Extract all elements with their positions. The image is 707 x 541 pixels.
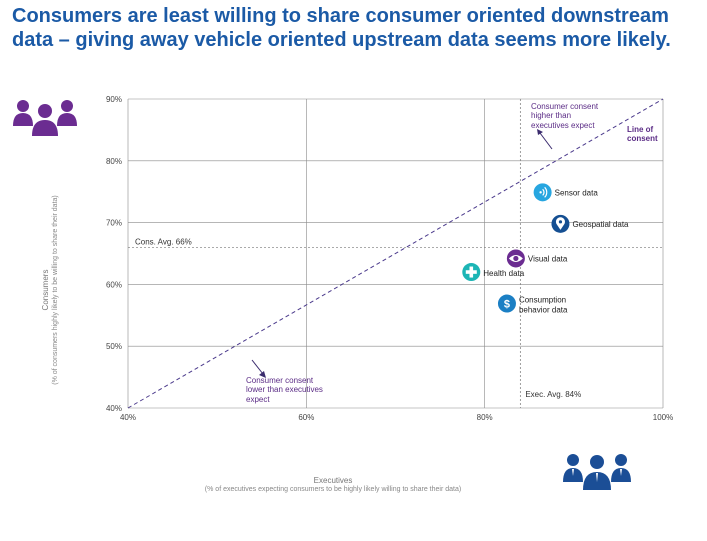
data-point-visual-data[interactable]: Visual data [506,249,568,268]
y-tick-label: 80% [106,157,122,166]
upper-annotation-arrow [539,132,553,150]
pin-glyph [558,220,563,224]
data-point-label: Consumption behavior data [519,296,568,315]
line-of-consent-diagonal [127,98,664,409]
upper-annotation: Consumer consent higher than executives … [531,102,600,130]
dollar-glyph: $ [504,299,510,311]
y-axis-subtitle: (% of consumers highly likely to be will… [52,195,59,384]
axes: 40% 50% 60% 70% 80% 90% 40% 60% 80% 100% [106,95,673,422]
title-line-1: Consumers are least willing to share con… [12,5,669,27]
executives-group-icon [563,454,631,490]
executive-average-label: Exec. Avg. 84% [525,390,581,399]
x-axis-subtitle: (% of executives expecting consumers to … [205,486,461,493]
lower-annotation-arrow [251,359,264,375]
line-of-consent [127,98,664,409]
cross-glyph [465,270,477,274]
data-point-label: Geospatial data [572,220,629,229]
data-points: Sensor data Geospatial data Visual data Hea… [462,183,629,315]
consumers-group-icon [13,100,77,136]
title-line-2: data – giving away vehicle oriented upst… [12,29,671,51]
data-point-marker[interactable] [533,183,552,202]
data-point-consumption-behavior-data[interactable]: $ Consumption behavior data [497,294,568,315]
page-title: Consumers are least willing to share con… [12,4,702,52]
eye-glyph [513,255,519,262]
x-tick-label: 40% [120,413,136,422]
y-tick-label: 40% [106,404,122,413]
y-axis-title: Consumers [41,270,50,311]
upper-annotation-arrowhead [537,129,543,135]
consumer-average-label: Cons. Avg. 66% [135,237,192,246]
line-of-consent-label: Line of consent [627,125,658,143]
data-point-health-data[interactable]: Health data [462,263,525,282]
grid-layer [127,98,664,409]
pin-glyph [555,217,565,230]
x-axis-title: Executives [314,476,353,485]
x-tick-label: 100% [653,413,673,422]
y-tick-label: 70% [106,219,122,228]
data-point-geospatial-data[interactable]: Geospatial data [551,214,629,233]
data-point-label: Visual data [528,254,568,263]
wifi-glyph [539,191,542,194]
data-point-sensor-data[interactable]: Sensor data [533,183,599,202]
wifi-glyph [542,188,545,196]
data-point-label: Sensor data [555,188,599,197]
lower-annotation: Consumer consent lower than executives e… [246,376,325,404]
y-tick-label: 90% [106,95,122,104]
y-tick-label: 60% [106,280,122,289]
data-point-label: Health data [483,269,524,278]
x-tick-label: 80% [477,413,493,422]
lower-annotation-arrowhead [259,371,266,378]
wifi-glyph [544,186,548,198]
x-tick-label: 60% [298,413,314,422]
data-point-marker[interactable] [497,294,516,313]
reference-lines: Cons. Avg. 66% Exec. Avg. 84% [128,99,663,408]
y-tick-label: 50% [106,342,122,351]
